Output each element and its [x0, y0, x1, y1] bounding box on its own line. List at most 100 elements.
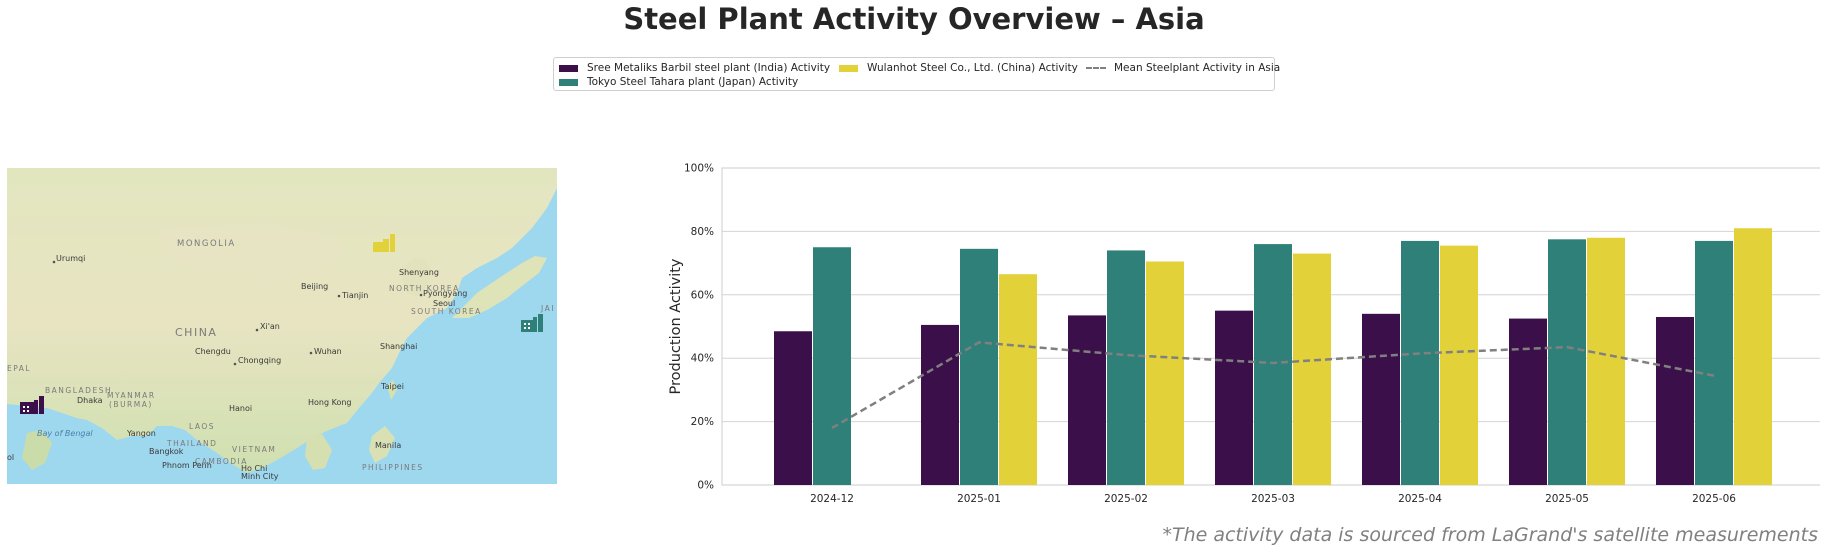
y-axis-label: Production Activity [668, 258, 684, 394]
city-partial-left: ol [7, 453, 14, 462]
legend-label-wulanhot: Wulanhot Steel Co., Ltd. (China) Activit… [867, 62, 1078, 74]
x-tick-label: 2025-03 [1251, 493, 1295, 505]
desert-region [157, 223, 347, 278]
bar-chart: 0% 20% 40% 60% 80% 100% Production Activity 202… [660, 160, 1823, 514]
map-svg: MONGOLIA CHINA NORTH KOREA SOUTH KOREA B… [7, 168, 557, 484]
bar-tokyo [1107, 250, 1145, 485]
city-dot-urumqi [52, 260, 56, 264]
korea [402, 258, 432, 296]
label-vietnam: VIETNAM [232, 445, 276, 454]
bar-sree [921, 324, 959, 485]
city-chengdu: Chengdu [195, 347, 231, 356]
x-tick-label: 2025-05 [1545, 493, 1589, 505]
city-ho-chi-minh: Ho Chi [241, 464, 267, 473]
label-south-korea: SOUTH KOREA [411, 307, 482, 316]
chart-svg: 0% 20% 40% 60% 80% 100% Production Activity 202… [668, 163, 1823, 505]
city-taipei: Taipei [380, 382, 404, 391]
city-yangon: Yangon [126, 429, 156, 438]
y-tick-label: 40% [691, 353, 714, 365]
city-seoul: Seoul [433, 299, 455, 308]
city-bangkok: Bangkok [149, 447, 184, 456]
city-wuhan: Wuhan [314, 347, 342, 356]
city-tianjin: Tianjin [341, 291, 368, 300]
city-xian: Xi'an [260, 322, 280, 331]
label-laos: LAOS [189, 422, 215, 431]
city-hanoi: Hanoi [229, 404, 252, 413]
x-tick-label: 2025-01 [957, 493, 1001, 505]
label-thailand: THAILAND [166, 439, 217, 448]
indochina-south [305, 434, 332, 470]
x-tick-label: 2025-02 [1104, 493, 1148, 505]
label-mongolia: MONGOLIA [177, 239, 236, 249]
bar-wulanhot [1293, 253, 1331, 485]
city-phnom-penh: Phnom Penh [162, 461, 212, 470]
x-tick-label: 2025-06 [1692, 493, 1736, 505]
city-minh-city: Minh City [241, 472, 279, 481]
chart-title: Steel Plant Activity Overview – Asia [623, 2, 1205, 36]
legend-dash-mean [1086, 67, 1106, 69]
y-tick-label: 60% [691, 289, 714, 301]
city-pyongyang: Pyongyang [423, 289, 467, 298]
mean-line [831, 341, 1715, 430]
label-bangladesh: BANGLADESH [45, 386, 112, 395]
label-japan: JAI [540, 304, 555, 313]
city-dhaka: Dhaka [77, 396, 103, 405]
bar-wulanhot [1587, 237, 1625, 485]
legend-label-mean: Mean Steelplant Activity in Asia [1114, 62, 1281, 74]
y-tick-label: 80% [691, 226, 714, 238]
india-east [22, 430, 52, 470]
city-dot-wuhan [309, 351, 313, 355]
label-burma: (BURMA) [109, 400, 153, 409]
asia-map: MONGOLIA CHINA NORTH KOREA SOUTH KOREA B… [7, 168, 557, 484]
bar-wulanhot [1146, 261, 1184, 485]
philippines-land [369, 426, 395, 463]
label-myanmar: MYANMAR [107, 391, 156, 400]
legend-label-sree: Sree Metaliks Barbil steel plant (India)… [587, 62, 831, 74]
bar-tokyo [1695, 240, 1733, 485]
bar-sree [1509, 318, 1547, 485]
city-chongqing: Chongqing [238, 356, 281, 365]
legend-swatch-tokyo [559, 78, 578, 86]
factory-icon-tokyo [521, 314, 543, 332]
label-north-korea: NORTH KOREA [389, 284, 460, 293]
factory-icon-wulanhot [373, 234, 395, 252]
legend-label-tokyo: Tokyo Steel Tahara plant (Japan) Activit… [587, 76, 799, 88]
x-tick-label: 2024-12 [810, 493, 854, 505]
bar-sree [1215, 310, 1253, 485]
city-shanghai: Shanghai [380, 342, 417, 351]
city-dot-xian [255, 328, 259, 332]
bar-sree [1656, 316, 1694, 485]
city-manila: Manila [375, 441, 401, 450]
bar-sree [1068, 315, 1106, 485]
city-hong-kong: Hong Kong [308, 398, 352, 407]
bar-wulanhot [1734, 228, 1772, 485]
x-tick-label: 2025-04 [1398, 493, 1442, 505]
label-philippines: PHILIPPINES [362, 463, 424, 472]
mainland [7, 168, 557, 473]
legend-item-tokyo: Tokyo Steel Tahara plant (Japan) Activit… [559, 76, 798, 88]
city-dot-chongqing [233, 362, 237, 366]
city-beijing: Beijing [301, 282, 328, 291]
city-dot-pyongyang [419, 293, 423, 297]
legend-swatch-sree [559, 64, 578, 72]
y-tick-label: 20% [691, 416, 714, 428]
label-china: CHINA [175, 326, 217, 339]
city-shenyang: Shenyang [399, 268, 439, 277]
bar-tokyo [813, 247, 851, 485]
legend-item-wulanhot: Wulanhot Steel Co., Ltd. (China) Activit… [839, 62, 1078, 74]
bar-sree [1362, 313, 1400, 485]
city-dot-tianjin [337, 294, 341, 298]
bar-tokyo [1401, 240, 1439, 485]
legend-item-mean: Mean Steelplant Activity in Asia [1086, 62, 1280, 74]
y-tick-label: 100% [684, 163, 714, 175]
bar-tokyo [1254, 244, 1292, 485]
bar-wulanhot [999, 274, 1037, 485]
bar-wulanhot [1440, 245, 1478, 485]
factory-icon-sree [20, 396, 44, 414]
legend: Sree Metaliks Barbil steel plant (India)… [553, 57, 1280, 91]
legend-item-sree: Sree Metaliks Barbil steel plant (India)… [559, 62, 830, 74]
label-nepal: EPAL [7, 364, 31, 373]
label-bay-of-bengal: Bay of Bengal [37, 429, 93, 438]
y-tick-label: 0% [697, 480, 714, 492]
taiwan [387, 380, 397, 400]
